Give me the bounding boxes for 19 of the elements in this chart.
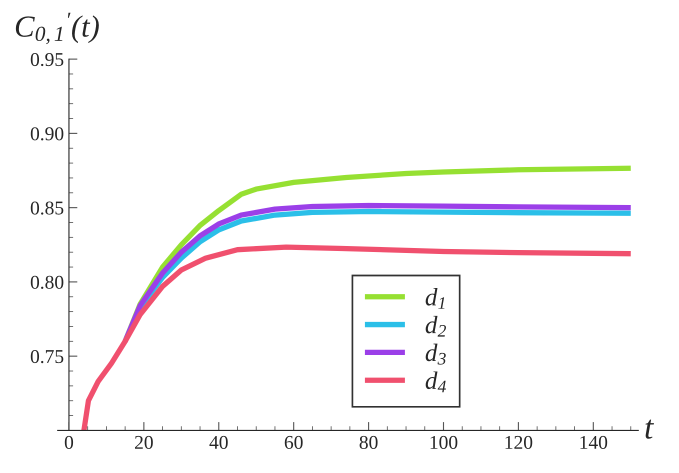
y-tick-label: 0.80 xyxy=(30,276,64,289)
x-tick-label: 140 xyxy=(580,436,608,449)
x-tick-label: 40 xyxy=(209,436,228,449)
y-tick-label: 0.85 xyxy=(30,201,64,215)
x-tick-label: 120 xyxy=(506,436,532,449)
legend-label: d$_{1}$ xyxy=(426,288,444,309)
x-axis-title: t xyxy=(646,420,654,439)
x-tick-label: 0 xyxy=(64,436,74,449)
x-tick-label: 60 xyxy=(284,436,303,449)
y-axis-title: C$_{0,1}$$^{′}$(t) xyxy=(16,12,99,44)
y-tick-label: 0.75 xyxy=(30,350,64,364)
y-tick-label: 0.90 xyxy=(30,127,64,140)
legend-label: d$_{4}$ xyxy=(426,371,446,392)
x-tick-label: 80 xyxy=(360,436,378,449)
x-tick-label: 100 xyxy=(430,436,458,449)
y-tick-label: 0.95 xyxy=(30,52,64,66)
x-tick-label: 20 xyxy=(134,436,153,449)
legend-label: d$_{2}$ xyxy=(426,316,446,337)
legend-label: d$_{3}$ xyxy=(426,344,446,365)
